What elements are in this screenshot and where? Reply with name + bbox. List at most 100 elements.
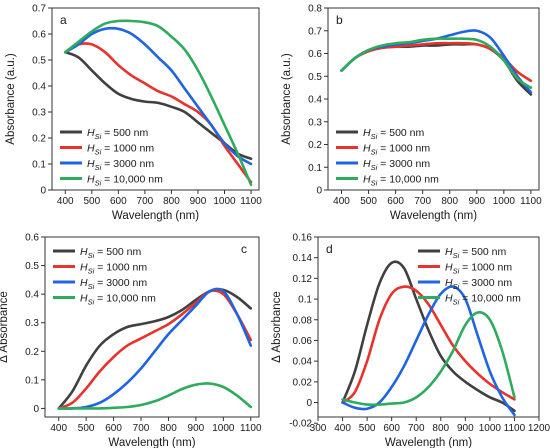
x-tick-label: 900 [188,423,205,434]
legend-entry: HSi = 10,000 nm [363,174,439,188]
y-tick-label: 0.08 [293,315,313,326]
plot-frame [317,236,540,418]
x-tick-label: 700 [133,423,150,434]
legend-entry: HSi = 3000 nm [363,158,430,172]
legend-entry: HSi = 3000 nm [445,277,512,291]
x-tick-label: 600 [105,423,122,434]
y-tick-label: 0.6 [25,233,39,244]
y-tick-label: 0.8 [308,4,322,15]
y-tick-label: 0.2 [32,134,46,145]
y-tick-label: 0.02 [293,377,313,388]
y-tick-label: 0 [33,404,39,415]
x-tick-label: 600 [110,196,127,207]
y-tick-label: 0.1 [32,160,46,171]
series-line-3 [341,285,516,417]
series-line-4 [57,382,253,410]
x-tick-label: 900 [457,423,474,434]
panel-letter: b [336,13,343,27]
y-tick-label: -0.02 [289,419,312,430]
panel-c: 400 500 600 700 800 900 1000 1100 0 0.1 0.2 0.3 0.4 0… [0,233,262,448]
x-tick-label: 800 [441,196,458,207]
y-tick-label: 0.5 [308,72,322,83]
x-tick-label: 1100 [504,423,526,434]
panel-d: 300 400 500 600 700 800 900 1000 1100 1200 -0.02 0 0… [271,233,550,448]
y-tick-label: 0.3 [308,117,322,128]
series-line-3 [63,26,253,166]
x-axis-label: Wavelength (nm) [390,210,477,222]
y-tick-label: 0.7 [32,4,46,15]
legend-entry: HSi = 10,000 nm [80,293,156,307]
y-tick-label: 0.6 [32,30,46,41]
x-tick-label: 700 [137,196,154,207]
x-tick-label: 500 [78,423,95,434]
legend-entry: HSi = 500 nm [87,127,149,141]
y-tick-label: 0.12 [293,274,313,285]
y-axis-label: Δ Absorbance [0,291,10,363]
x-tick-label: 500 [83,196,100,207]
y-tick-label: 0 [306,398,312,409]
x-tick-label: 900 [468,196,485,207]
x-tick-label: 400 [57,196,74,207]
x-tick-label: 900 [190,196,207,207]
x-tick-label: 400 [50,423,67,434]
y-tick-label: 0.7 [308,26,322,37]
legend-entry: HSi = 1000 nm [80,262,147,276]
x-tick-label: 800 [432,423,449,434]
y-tick-label: 0.1 [298,295,312,306]
panel-letter: d [326,242,333,256]
legend-entry: HSi = 1000 nm [363,143,430,157]
y-tick-label: 0.16 [293,233,313,244]
plot-frame [44,236,260,418]
y-tick-label: 0.14 [293,253,313,264]
x-axis-label: Wavelength (nm) [112,210,199,222]
legend-entry: HSi = 10,000 nm [445,293,521,307]
x-tick-label: 600 [387,196,404,207]
legend-entry: HSi = 3000 nm [80,277,147,291]
x-tick-label: 1100 [520,196,542,207]
panel-a: 400 500 600 700 800 900 1000 1100 0 0.1 0.2 0.3 0.4 0… [5,4,262,223]
series-line-1 [341,260,516,413]
x-tick-label: 400 [333,196,350,207]
y-tick-label: 0 [316,186,322,197]
y-tick-label: 0.06 [293,336,313,347]
x-tick-label: 1200 [528,423,550,434]
series-line-2 [57,289,253,410]
x-tick-label: 500 [360,196,377,207]
series-line-4 [63,19,253,187]
x-tick-label: 300 [310,423,327,434]
series-line-4 [340,37,533,89]
legend-entry: HSi = 500 nm [80,246,142,260]
x-tick-label: 800 [163,196,180,207]
x-tick-label: 1000 [493,196,516,207]
series-line-3 [57,287,253,410]
x-axis-label: Wavelength (nm) [385,437,472,448]
y-tick-label: 0.2 [25,347,39,358]
legend-entry: HSi = 10,000 nm [87,174,163,188]
y-tick-label: 0.5 [25,261,39,272]
y-tick-label: 0.04 [293,357,313,368]
y-tick-label: 0.1 [25,375,39,386]
x-tick-label: 1000 [479,423,502,434]
series-line-4 [341,311,516,407]
legend-entry: HSi = 500 nm [363,127,425,141]
series-line-2 [341,285,516,404]
y-axis-label: Absorbance (a.u.) [5,53,17,145]
y-tick-label: 0.1 [308,163,322,174]
y-axis-label: Absorbance (a.u.) [281,53,293,145]
y-tick-label: 0.3 [25,318,39,329]
plot-frame [51,7,260,191]
x-tick-label: 1000 [212,423,235,434]
legend-entry: HSi = 1000 nm [445,262,512,276]
x-tick-label: 1100 [240,423,262,434]
x-tick-label: 400 [334,423,351,434]
x-tick-label: 700 [408,423,425,434]
x-tick-label: 500 [359,423,376,434]
panel-letter: c [241,242,247,256]
plot-frame [327,7,540,191]
x-axis-label: Wavelength (nm) [108,437,195,448]
